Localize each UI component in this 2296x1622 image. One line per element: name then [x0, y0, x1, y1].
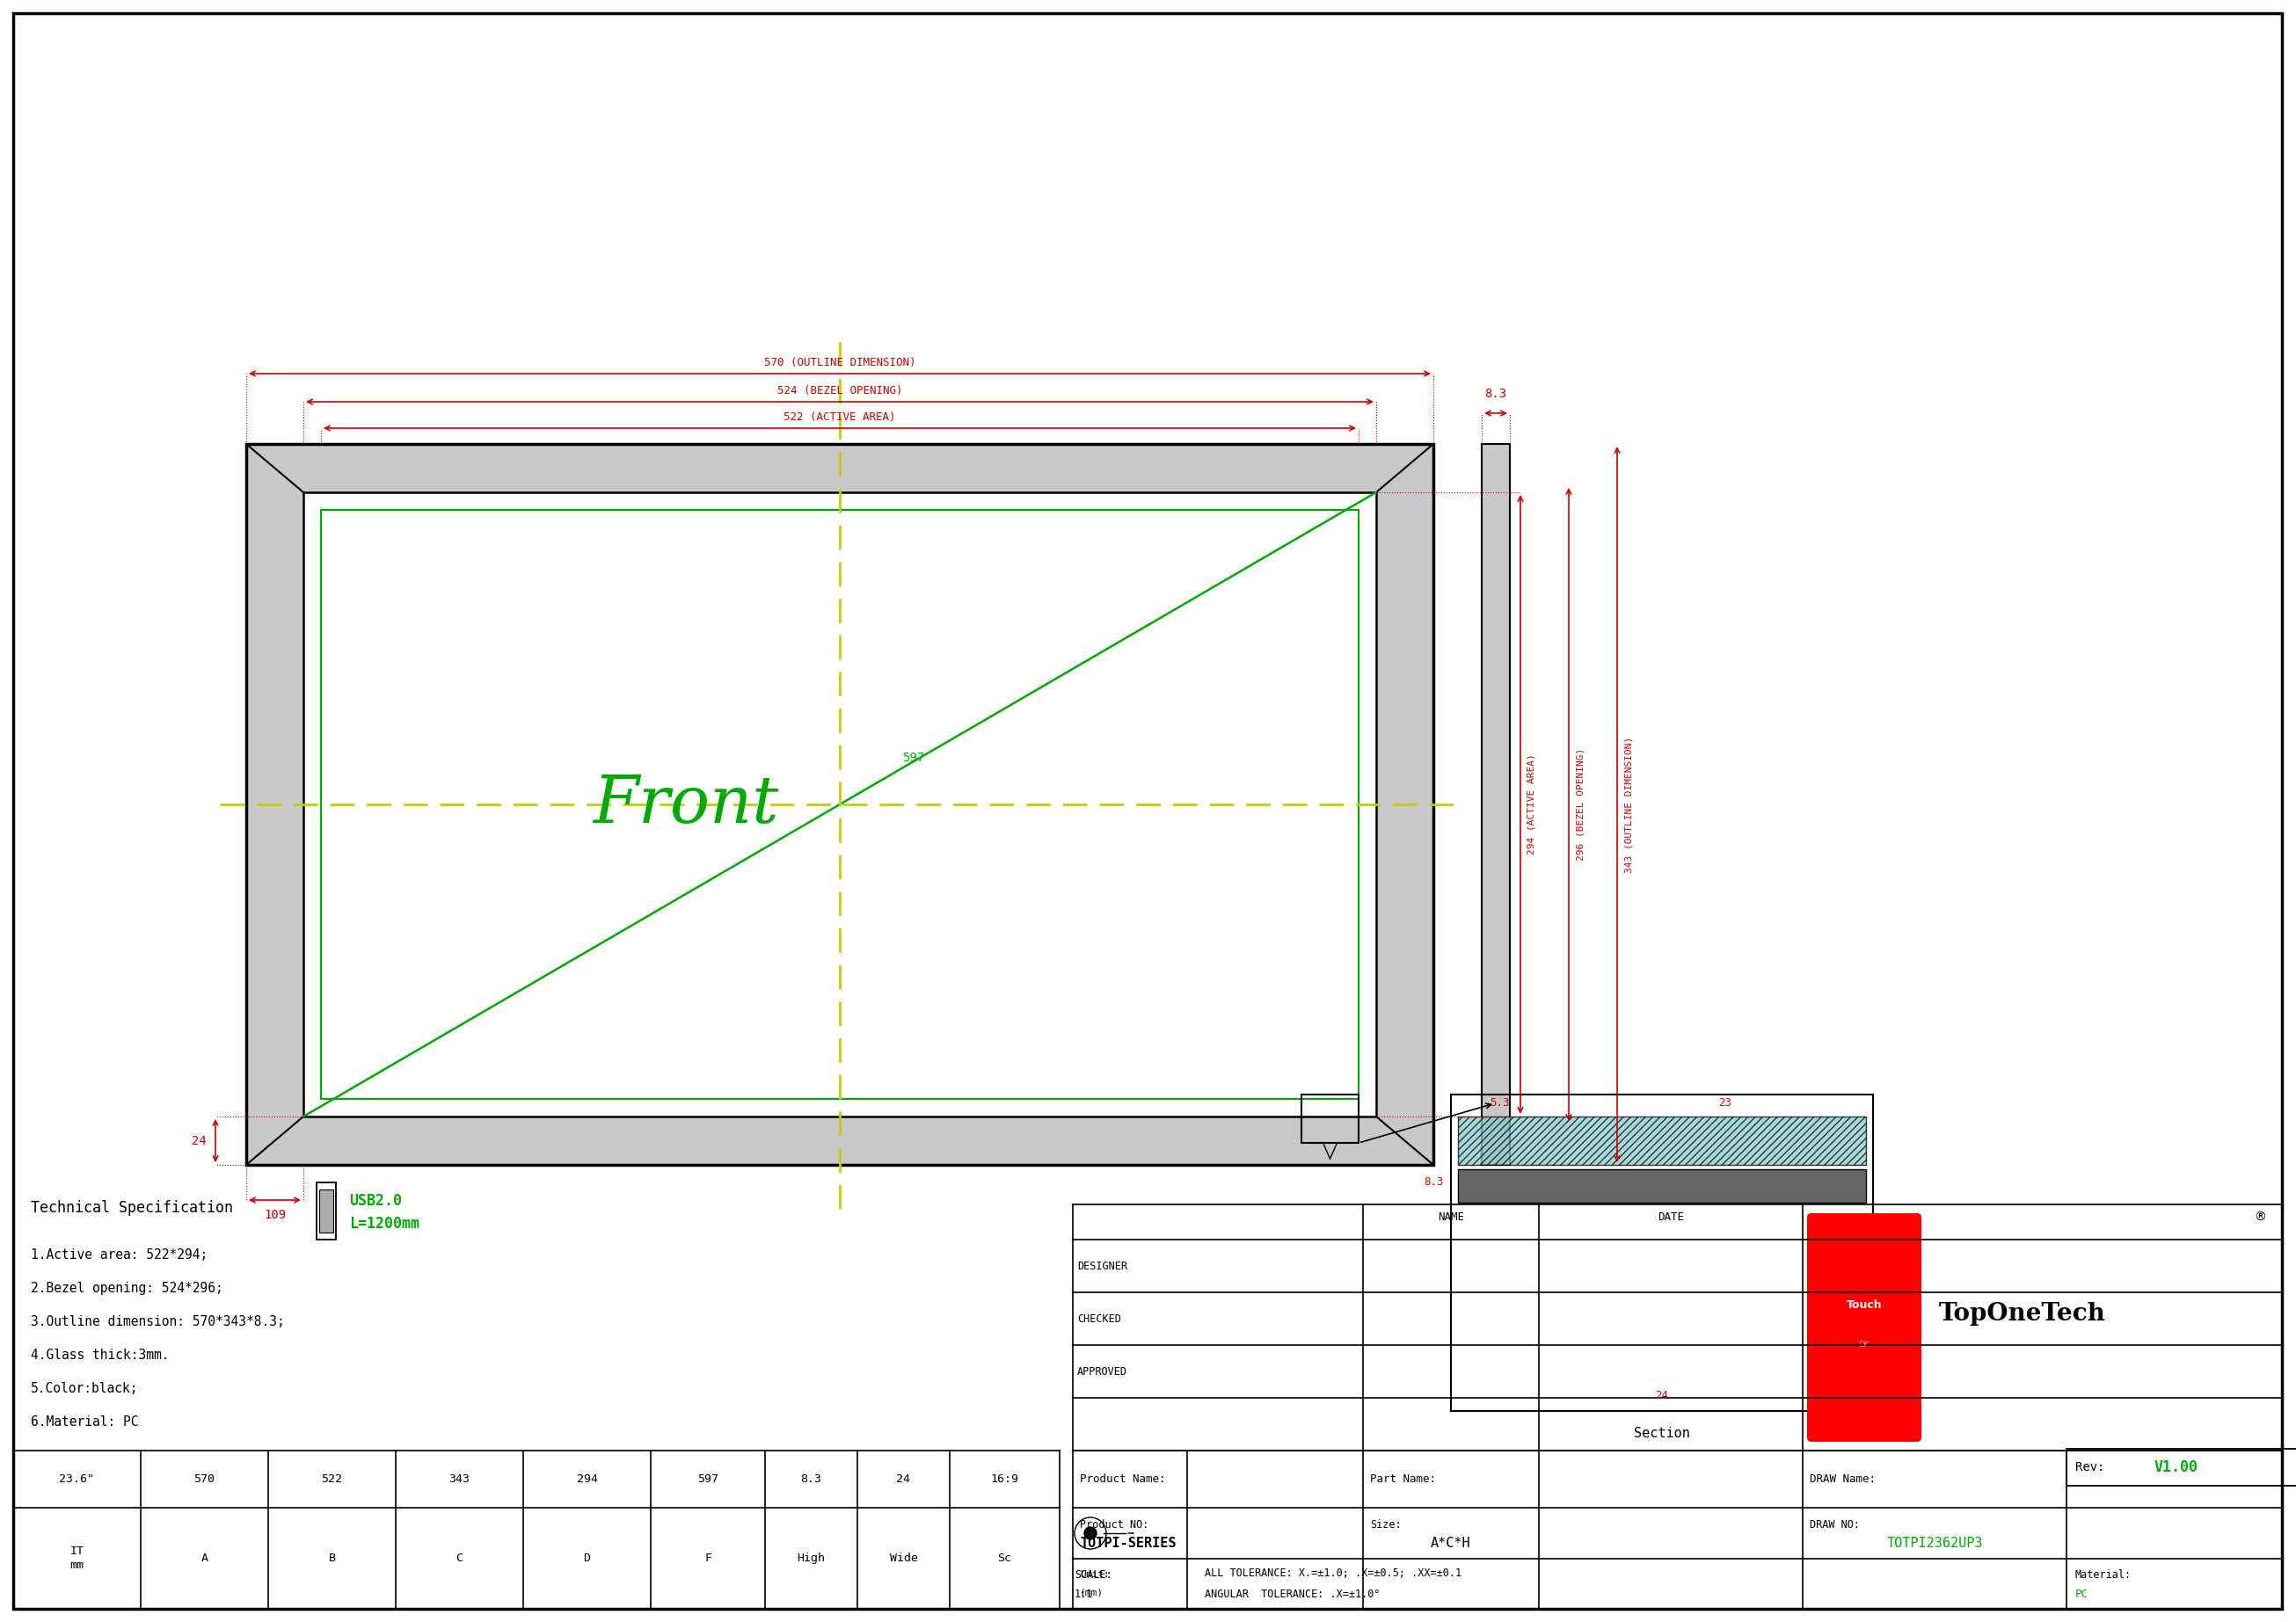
- Text: A: A: [202, 1552, 209, 1564]
- Text: TOTPI2362UP3: TOTPI2362UP3: [1887, 1538, 1984, 1551]
- Text: 3.Outline dimension: 570*343*8.3;: 3.Outline dimension: 570*343*8.3;: [30, 1315, 285, 1328]
- Text: D: D: [583, 1552, 590, 1564]
- Text: 570 (OUTLINE DIMENSION): 570 (OUTLINE DIMENSION): [765, 357, 916, 368]
- Text: 23.6": 23.6": [60, 1473, 94, 1484]
- Text: ☞: ☞: [1860, 1337, 1869, 1350]
- Text: TOTPI-SERIES: TOTPI-SERIES: [1079, 1538, 1176, 1551]
- FancyBboxPatch shape: [1807, 1213, 1922, 1442]
- Text: DESIGNER: DESIGNER: [1077, 1260, 1127, 1272]
- Text: DRAW NO:: DRAW NO:: [1809, 1518, 1860, 1530]
- Text: Unit:: Unit:: [1079, 1570, 1109, 1580]
- Text: 5.3: 5.3: [1490, 1096, 1508, 1108]
- Text: Size:: Size:: [1371, 1518, 1401, 1530]
- Text: Material:: Material:: [2076, 1568, 2131, 1581]
- Text: 24: 24: [895, 1473, 912, 1484]
- Text: 4.Glass thick:3mm.: 4.Glass thick:3mm.: [30, 1348, 170, 1362]
- Text: Rev:: Rev:: [2076, 1461, 2105, 1473]
- Text: NAME: NAME: [1437, 1212, 1465, 1223]
- Bar: [317, 1182, 335, 1239]
- Text: Product NO:: Product NO:: [1079, 1518, 1148, 1530]
- Text: (mm): (mm): [1079, 1588, 1104, 1598]
- Text: 570: 570: [193, 1473, 216, 1484]
- Text: 1:1: 1:1: [1075, 1588, 1093, 1599]
- Text: ANGULAR  TOLERANCE: .X=±1.0°: ANGULAR TOLERANCE: .X=±1.0°: [1205, 1588, 1380, 1599]
- Text: 522: 522: [321, 1473, 342, 1484]
- Text: 597: 597: [698, 1473, 719, 1484]
- Text: DATE: DATE: [1658, 1212, 1683, 1223]
- Bar: [1451, 1095, 1874, 1411]
- Text: L=1200mm: L=1200mm: [349, 1215, 420, 1231]
- Text: 1.Active area: 522*294;: 1.Active area: 522*294;: [30, 1249, 207, 1262]
- Bar: [246, 444, 1433, 1165]
- Text: 294: 294: [576, 1473, 597, 1484]
- Text: Part Name:: Part Name:: [1371, 1473, 1435, 1484]
- Text: 597: 597: [902, 753, 925, 764]
- Text: Section: Section: [1635, 1427, 1690, 1440]
- Text: ®: ®: [2255, 1212, 2266, 1223]
- Bar: [1302, 1095, 1359, 1144]
- Text: 6.Material: PC: 6.Material: PC: [30, 1416, 138, 1429]
- Text: TopOneTech: TopOneTech: [1940, 1302, 2105, 1327]
- Text: 296 (BEZEL OPENING): 296 (BEZEL OPENING): [1575, 748, 1584, 861]
- Text: Technical Specification: Technical Specification: [30, 1200, 232, 1216]
- Bar: [1481, 444, 1511, 1165]
- Text: PC: PC: [2076, 1588, 2089, 1599]
- Text: 16:9: 16:9: [990, 1473, 1019, 1484]
- Text: B: B: [328, 1552, 335, 1564]
- Text: 109: 109: [264, 1208, 285, 1221]
- Text: 24: 24: [1655, 1390, 1669, 1401]
- Text: 343 (OUTLINE DIMENSION): 343 (OUTLINE DIMENSION): [1623, 736, 1632, 873]
- Text: 5.Color:black;: 5.Color:black;: [30, 1382, 138, 1395]
- Text: 2.Bezel opening: 524*296;: 2.Bezel opening: 524*296;: [30, 1281, 223, 1294]
- Text: 8.3: 8.3: [1424, 1176, 1444, 1187]
- Text: 294 (ACTIVE AREA): 294 (ACTIVE AREA): [1527, 754, 1536, 855]
- Bar: [303, 493, 1375, 1116]
- Text: 343: 343: [450, 1473, 471, 1484]
- Text: CHECKED: CHECKED: [1077, 1312, 1120, 1325]
- Text: SCALE:: SCALE:: [1075, 1568, 1111, 1581]
- Text: 23: 23: [1720, 1096, 1731, 1108]
- Text: 522 (ACTIVE AREA): 522 (ACTIVE AREA): [783, 412, 895, 423]
- Bar: [1458, 1116, 1867, 1165]
- Bar: [1458, 1169, 1867, 1202]
- Bar: [321, 509, 1359, 1100]
- Text: APPROVED: APPROVED: [1077, 1366, 1127, 1377]
- Text: Wide: Wide: [889, 1552, 918, 1564]
- Text: IT
mm: IT mm: [69, 1546, 85, 1570]
- Text: V1.00: V1.00: [2154, 1460, 2197, 1474]
- Bar: [2066, 1448, 2296, 1486]
- Text: Product Name:: Product Name:: [1079, 1473, 1166, 1484]
- Text: 24: 24: [193, 1134, 207, 1147]
- Text: ALL TOLERANCE: X.=±1.0; .X=±0.5; .XX=±0.1: ALL TOLERANCE: X.=±1.0; .X=±0.5; .XX=±0.…: [1205, 1567, 1463, 1578]
- Text: 524 (BEZEL OPENING): 524 (BEZEL OPENING): [776, 384, 902, 396]
- Text: 8.3: 8.3: [801, 1473, 822, 1484]
- Text: C: C: [457, 1552, 464, 1564]
- Circle shape: [1084, 1526, 1097, 1539]
- Bar: [319, 1189, 333, 1233]
- Text: A*C*H: A*C*H: [1430, 1538, 1472, 1551]
- Text: F: F: [705, 1552, 712, 1564]
- Text: 8.3: 8.3: [1486, 388, 1506, 401]
- Text: USB2.0: USB2.0: [349, 1192, 402, 1208]
- Text: Front: Front: [592, 772, 778, 837]
- Text: Sc: Sc: [999, 1552, 1013, 1564]
- Text: High: High: [797, 1552, 824, 1564]
- Text: Touch: Touch: [1846, 1299, 1883, 1311]
- Text: DRAW Name:: DRAW Name:: [1809, 1473, 1876, 1484]
